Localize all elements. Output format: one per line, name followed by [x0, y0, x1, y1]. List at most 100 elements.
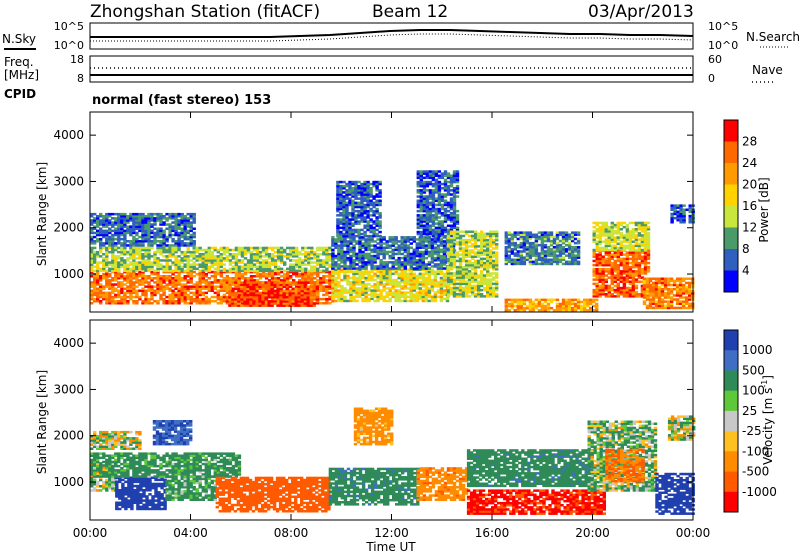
heatmap-cell: [162, 297, 166, 301]
heatmap-cell: [376, 276, 380, 280]
heatmap-cell: [165, 255, 169, 258]
heatmap-cell: [150, 229, 154, 233]
heatmap-cell: [267, 293, 271, 297]
heatmap-cell: [364, 285, 368, 288]
heatmap-cell: [546, 254, 551, 257]
heatmap-cell: [595, 309, 599, 312]
heatmap-cell: [434, 212, 439, 215]
heatmap-cell: [351, 234, 355, 238]
heatmap-cell: [192, 246, 196, 250]
heatmap-cell: [449, 207, 454, 211]
heatmap-cell: [126, 287, 130, 290]
heatmap-cell: [174, 255, 178, 258]
heatmap-cell: [473, 270, 478, 273]
heatmap-cell: [430, 244, 435, 247]
heatmap-cell: [379, 281, 383, 284]
heatmap-cell: [357, 209, 361, 213]
heatmap-cell: [334, 287, 338, 290]
heatmap-cell: [204, 263, 208, 266]
heatmap-cell: [373, 272, 377, 276]
heatmap-cell: [385, 272, 389, 276]
heatmap-cell: [261, 298, 265, 301]
heatmap-cell: [300, 300, 304, 303]
heatmap-cell: [464, 295, 469, 298]
heatmap-cell: [446, 290, 451, 294]
heatmap-cell: [246, 263, 251, 266]
heatmap-cell: [93, 261, 97, 264]
heatmap-cell: [286, 293, 290, 297]
heatmap-cell: [165, 269, 169, 273]
heatmap-cell: [222, 246, 227, 250]
heatmap-cell: [315, 287, 319, 291]
heatmap-cell: [537, 252, 542, 255]
heatmap-cell: [189, 242, 193, 245]
heatmap-cell: [339, 187, 343, 190]
heatmap-cell: [434, 199, 439, 202]
heatmap-cell: [162, 223, 166, 226]
heatmap-cell: [147, 248, 151, 252]
heatmap-cell: [343, 289, 347, 292]
heatmap-cell: [464, 259, 469, 263]
heatmap-cell: [436, 272, 441, 276]
heatmap-cell: [349, 291, 353, 294]
heatmap-cell: [183, 300, 187, 303]
heatmap-cell: [416, 201, 420, 205]
heatmap-cell: [192, 287, 196, 290]
heatmap-cell: [231, 302, 235, 305]
heatmap-cell: [391, 248, 395, 252]
heatmap-cell: [418, 246, 422, 249]
heatmap-cell: [310, 257, 314, 260]
heatmap-cell: [174, 263, 178, 266]
heatmap-cell: [283, 275, 287, 278]
heatmap-cell: [443, 216, 448, 219]
heatmap-cell: [159, 265, 163, 268]
heatmap-cell: [373, 265, 377, 268]
heatmap-cell: [352, 272, 356, 276]
heatmap-cell: [358, 252, 362, 256]
heatmap-cell: [153, 300, 157, 303]
heatmap-cell: [246, 304, 250, 307]
heatmap-cell: [114, 267, 118, 271]
heatmap-cell: [144, 253, 148, 256]
heatmap-cell: [409, 265, 413, 268]
heatmap-cell: [126, 229, 130, 233]
heatmap-cell: [126, 244, 130, 247]
heatmap-cell: [279, 285, 283, 289]
heatmap-cell: [492, 290, 496, 294]
heatmap-cell: [192, 233, 196, 237]
heatmap-cell: [328, 272, 332, 276]
heatmap-cell: [461, 259, 466, 263]
heatmap-cell: [507, 243, 511, 247]
heatmap-cell: [370, 270, 374, 274]
heatmap-cell: [267, 275, 272, 278]
heatmap-cell: [436, 259, 441, 262]
heatmap-cell: [440, 230, 445, 234]
heatmap-cell: [252, 285, 256, 289]
heatmap-cell: [216, 248, 220, 252]
heatmap-cell: [495, 232, 499, 236]
heatmap-cell: [339, 232, 343, 236]
heatmap-cell: [138, 217, 142, 220]
heatmap-cell: [180, 233, 184, 237]
heatmap-cell: [473, 253, 478, 256]
heatmap-cell: [492, 247, 496, 250]
heatmap-cell: [316, 248, 320, 252]
freq-panel: Freq. [MHz] 18 8 60 0 Nave CPID normal (…: [4, 53, 783, 108]
heatmap-cell: [156, 277, 160, 280]
heatmap-cell: [422, 176, 427, 180]
cpid-value: normal (fast stereo) 153: [92, 93, 271, 108]
heatmap-cell: [150, 240, 154, 243]
heatmap-cell: [150, 235, 154, 239]
heatmap-cell: [117, 225, 121, 228]
heatmap-cell: [301, 246, 305, 250]
heatmap-cell: [364, 254, 368, 258]
heatmap-cell: [461, 268, 466, 271]
heatmap-cell: [168, 281, 172, 284]
heatmap-cell: [352, 278, 356, 282]
heatmap-cell: [132, 277, 136, 280]
heatmap-cell: [537, 258, 542, 261]
heatmap-cell: [255, 246, 260, 250]
heatmap-cell: [307, 279, 311, 282]
heatmap-cell: [343, 261, 347, 264]
heatmap-cell: [428, 212, 433, 215]
